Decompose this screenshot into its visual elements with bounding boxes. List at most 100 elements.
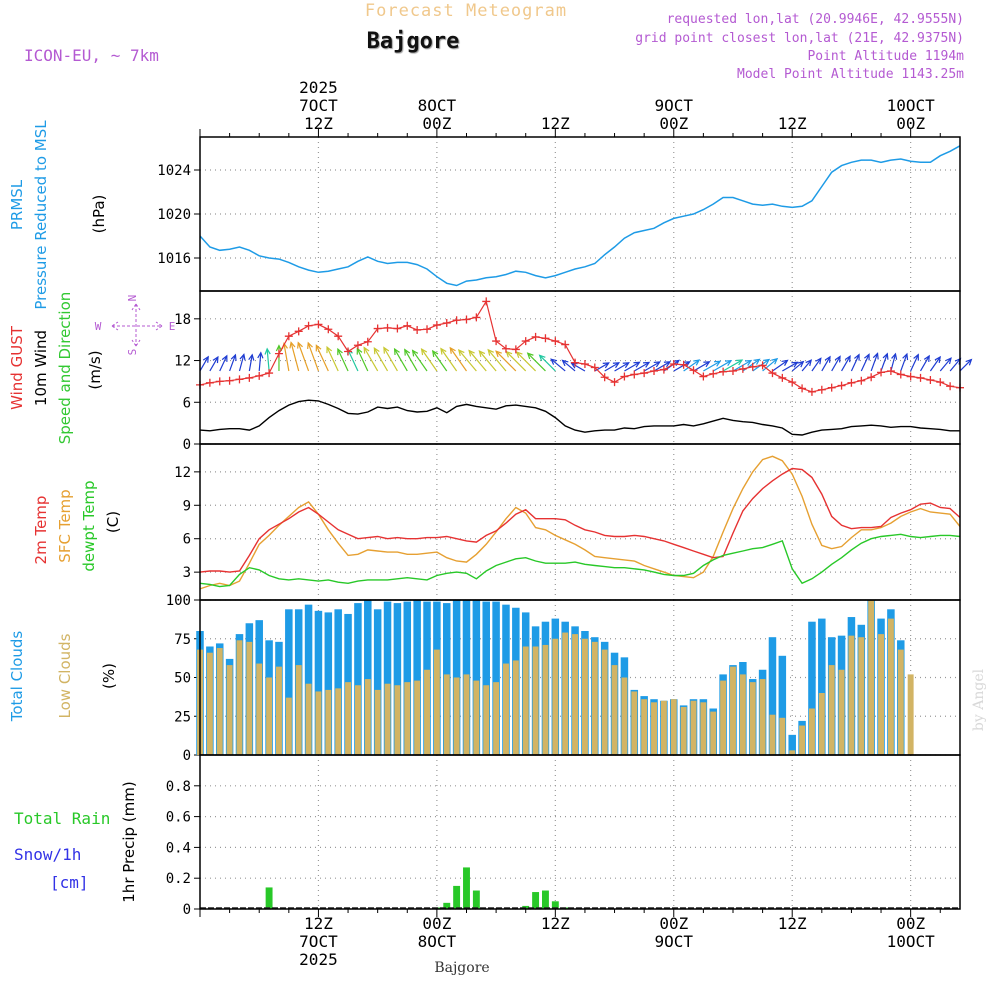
- wind-direction-arrowhead: [315, 344, 322, 352]
- wind-gust-marker: [531, 332, 540, 341]
- wind-gust-marker: [807, 387, 816, 396]
- wind-gust-marker: [886, 366, 895, 375]
- wind-direction-arrowhead: [212, 355, 219, 364]
- compass-e: E: [169, 320, 176, 333]
- low-cloud-bar: [384, 683, 391, 755]
- wind-direction-arrowhead: [431, 349, 439, 358]
- wind-gust-marker: [294, 327, 303, 336]
- wind-gust-marker: [551, 337, 560, 346]
- precip-label-cm: [cm]: [50, 873, 89, 892]
- wind-gust-marker: [867, 373, 876, 382]
- wind-direction-arrow: [841, 355, 851, 372]
- y-tick-label-temperature: 9: [183, 498, 191, 514]
- wind-gust-marker: [847, 378, 856, 387]
- wind-gust-marker: [630, 370, 639, 379]
- low-cloud-bar: [611, 665, 618, 755]
- wind-direction-arrowhead: [478, 350, 486, 358]
- wind-direction-arrow: [506, 351, 527, 372]
- low-cloud-bar: [256, 663, 263, 755]
- wind-direction-arrow: [693, 361, 710, 372]
- wind-direction-arrow: [850, 354, 860, 372]
- wind-direction-arrowhead: [515, 351, 523, 359]
- wind-direction-arrowhead: [882, 352, 889, 360]
- y-tick-label-precip: 0.2: [166, 871, 191, 887]
- precip-units: 1hr Precip (mm): [120, 781, 138, 902]
- low-cloud-bar: [828, 665, 835, 755]
- wind-direction-arrow: [949, 358, 961, 372]
- wind-gust-marker: [650, 366, 659, 375]
- low-cloud-bar: [246, 641, 253, 755]
- low-cloud-bar: [799, 725, 806, 755]
- low-cloud-bar: [641, 699, 648, 755]
- y-tick-label-wind: 6: [183, 395, 191, 411]
- rain-bar: [453, 885, 461, 909]
- top-time-label: 12Z: [304, 114, 333, 133]
- wind-direction-arrow: [550, 358, 566, 372]
- low-cloud-bar: [591, 641, 598, 755]
- top-time-label: 12Z: [541, 114, 570, 133]
- wind-direction-arrowhead: [872, 352, 879, 360]
- wind-direction-arrow: [315, 345, 329, 372]
- wind-direction-arrow: [297, 342, 310, 372]
- low-cloud-bar: [838, 669, 845, 755]
- compass-w: W: [95, 320, 102, 333]
- rain-bar: [443, 902, 451, 909]
- wind-direction-arrow: [539, 354, 556, 372]
- wind-direction-arrow: [258, 352, 262, 372]
- total-cloud-bar: [364, 600, 372, 755]
- prmsl-line: [199, 145, 961, 287]
- rain-bar: [532, 892, 540, 909]
- wind-direction-arrow: [870, 353, 879, 372]
- wind-direction-arrowhead: [239, 353, 246, 361]
- wind-direction-arrow: [290, 342, 300, 372]
- wind-gust-marker: [728, 366, 737, 375]
- wind-direction-arrow: [762, 358, 778, 372]
- wind-direction-arrow: [495, 350, 517, 372]
- y-tick-label-wind: 0: [183, 437, 191, 453]
- low-cloud-bar: [720, 680, 727, 755]
- wind-direction-arrow: [394, 348, 408, 372]
- low-cloud-bar: [443, 674, 450, 755]
- wind-gust-marker: [709, 369, 718, 378]
- low-cloud-bar: [433, 649, 440, 755]
- wind-direction-arrow: [959, 359, 972, 372]
- wind-direction-arrow: [527, 352, 546, 372]
- wind-gust-marker: [936, 378, 945, 387]
- wind-gust-marker: [482, 297, 491, 306]
- wind-gust-marker: [817, 385, 826, 394]
- total-cloud-bar: [304, 604, 313, 755]
- temp-units: (C): [104, 511, 122, 533]
- wind-gust-marker: [413, 325, 422, 334]
- rain-bar: [265, 887, 273, 909]
- y-tick-label-clouds: 100: [166, 593, 191, 609]
- gridpoint-coords: grid point closest lon,lat (21E, 42.9375…: [635, 31, 964, 46]
- wind-gust-marker: [669, 360, 678, 369]
- wind-direction-arrow: [266, 348, 270, 372]
- total-cloud-bar: [778, 655, 787, 755]
- wind-direction-arrowhead: [725, 360, 733, 366]
- wind-direction-arrow: [421, 348, 438, 372]
- wind-direction-arrow: [683, 359, 700, 372]
- wind-direction-arrow: [326, 346, 339, 372]
- wind-direction-arrow: [929, 356, 941, 372]
- low-cloud-bar: [216, 648, 223, 755]
- wind-gust-marker: [906, 372, 915, 381]
- wind-direction-arrowhead: [834, 355, 841, 363]
- wind-direction-arrowhead: [275, 344, 283, 352]
- wind-direction-arrow: [860, 354, 870, 372]
- wind-direction-arrowhead: [411, 349, 419, 357]
- low-cloud-bar: [601, 649, 608, 755]
- low-cloud-bar: [868, 600, 875, 755]
- point-altitude: Point Altitude 1194m: [807, 49, 964, 64]
- total-cloud-bar: [314, 610, 323, 755]
- top-time-label: 10OCT: [887, 96, 936, 115]
- wind-direction-arrowhead: [622, 362, 630, 369]
- wind-direction-arrowhead: [363, 346, 370, 354]
- wind-direction-arrowhead: [487, 348, 494, 356]
- low-cloud-bar: [503, 663, 509, 755]
- low-cloud-bar: [315, 691, 322, 755]
- precip-label-rain: Total Rain: [14, 809, 110, 828]
- wind-direction-arrowhead: [854, 353, 860, 361]
- low-cloud-bar: [512, 660, 519, 755]
